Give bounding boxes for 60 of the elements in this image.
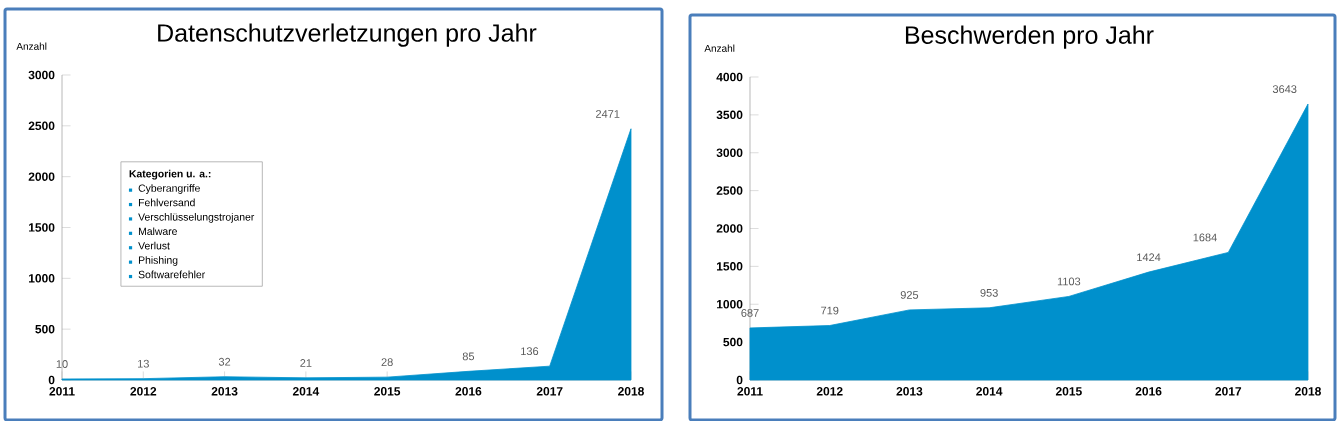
data-label: 10 [56, 360, 68, 368]
x-tick-label: 2012 [816, 387, 843, 396]
annotation: Malware [138, 227, 177, 236]
y-tick-label: 2500 [28, 121, 55, 131]
x-tick-label: 2015 [1055, 387, 1082, 396]
x-tick-label: 2018 [1295, 387, 1321, 396]
x-tick-label: 2014 [976, 387, 1003, 396]
data-label: 1684 [1193, 233, 1217, 242]
data-label: 28 [381, 358, 393, 367]
y-tick-label: 1000 [29, 274, 55, 283]
y-tick-label: 3000 [28, 70, 55, 80]
y-tick-label: 2000 [716, 224, 743, 233]
annotation: Fehlversand [138, 198, 195, 207]
annotation: Softwarefehler [138, 270, 206, 279]
data-label: 13 [138, 359, 149, 368]
data-label: 953 [980, 288, 998, 297]
chart-title: Beschwerden pro Jahr [905, 25, 1154, 49]
x-tick-label: 2011 [49, 387, 75, 396]
data-label: 1424 [1137, 253, 1161, 262]
y-tick-label: 500 [35, 324, 55, 334]
y-tick-label: 3000 [716, 148, 743, 157]
data-label: 136 [521, 347, 539, 356]
data-label: 3643 [1272, 85, 1297, 93]
x-tick-label: 2015 [374, 387, 401, 396]
data-label: 925 [900, 291, 919, 299]
y-tick-label: 0 [48, 375, 55, 385]
x-tick-label: 2017 [1215, 387, 1242, 396]
x-tick-label: 2016 [455, 387, 482, 396]
x-tick-label: 2013 [211, 387, 238, 396]
y-tick-label: 2500 [716, 186, 743, 195]
x-tick-label: 2011 [737, 387, 763, 396]
annotation: Phishing [138, 256, 178, 266]
data-label: 687 [741, 309, 759, 317]
data-label: 1103 [1057, 277, 1081, 286]
annotation: Verschlüsselungstrojaner [138, 212, 255, 223]
x-tick-label: 2018 [618, 387, 644, 396]
x-tick-label: 2017 [536, 387, 563, 396]
data-label: 85 [462, 352, 475, 361]
x-tick-label: 2013 [896, 387, 923, 396]
x-tick-label: 2014 [292, 387, 320, 396]
data-label: 32 [218, 357, 231, 366]
data-label: 21 [300, 359, 312, 367]
y-tick-label: 500 [723, 337, 743, 347]
x-tick-label: 2012 [130, 387, 157, 396]
y-tick-label: 1500 [716, 262, 743, 271]
y-tick-label: 4000 [716, 72, 743, 82]
annotation: Verlust [138, 241, 170, 250]
y-tick-label: 1500 [29, 223, 55, 232]
data-label: 2471 [596, 110, 620, 118]
y-axis-title: Anzahl [704, 44, 735, 52]
annotation: Kategorien u. a.: [129, 169, 211, 180]
y-tick-label: 3500 [716, 110, 743, 120]
annotation: Cyberangriffe [138, 184, 200, 194]
y-axis-title: Anzahl [16, 42, 47, 50]
y-tick-label: 2000 [28, 172, 55, 181]
y-tick-label: 1000 [716, 299, 743, 309]
y-tick-label: 0 [736, 375, 743, 385]
data-label: 719 [821, 306, 839, 315]
x-tick-label: 2016 [1135, 387, 1162, 396]
chart-title: Datenschutzverletzungen pro Jahr [158, 23, 537, 47]
